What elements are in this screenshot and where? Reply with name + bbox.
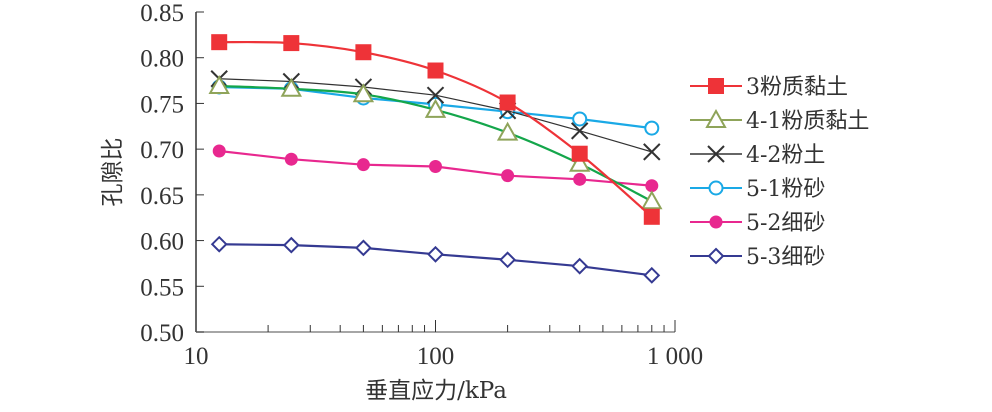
data-point [499, 251, 517, 269]
data-point [708, 78, 724, 94]
legend-label: 5-1粉砂 [746, 177, 825, 202]
data-point [210, 235, 228, 253]
y-tick-label: 0.65 [140, 183, 184, 210]
x-tick-label: 10 [184, 343, 209, 370]
x-stroke [643, 143, 661, 161]
data-point [282, 236, 300, 254]
x-stroke [707, 145, 725, 163]
legend-label: 5-3细砂 [746, 245, 825, 270]
data-point [643, 143, 661, 161]
data-point [280, 77, 303, 97]
data-point [284, 152, 298, 166]
data-point [283, 35, 300, 52]
data-point [501, 169, 515, 183]
data-point [708, 180, 724, 196]
data-point [352, 83, 375, 103]
data-point [644, 120, 660, 136]
data-point [707, 247, 725, 265]
data-point [356, 158, 370, 172]
data-point [355, 44, 372, 61]
data-point [427, 62, 444, 79]
data-point [705, 108, 727, 128]
x-tick-label: 100 [417, 343, 455, 370]
data-point [568, 152, 591, 172]
legend-item: 4-1粉质黏土 [690, 108, 869, 134]
data-point [572, 111, 588, 127]
y-axis-title: 孔隙比 [100, 138, 126, 207]
legend-item: 5-1粉砂 [690, 177, 825, 202]
data-point [427, 245, 444, 263]
data-point [645, 179, 659, 193]
y-tick-label: 0.60 [140, 229, 184, 256]
series-6 [210, 235, 661, 284]
legend-label: 3粉质黏土 [746, 75, 848, 100]
legend-item: 4-2粉土 [690, 143, 825, 168]
y-tick-label: 0.85 [140, 0, 184, 27]
y-tick-label: 0.70 [140, 137, 184, 164]
legend-label: 4-1粉质黏土 [746, 109, 869, 134]
data-point [211, 34, 228, 51]
data-point [354, 239, 372, 257]
data-point [709, 215, 723, 229]
legend: 3粉质黏土 4-1粉质黏土 4-2粉土 5-1粉砂 5-2细砂 5-3细砂 [690, 75, 869, 270]
data-point [208, 75, 230, 95]
data-point [426, 86, 445, 104]
legend-item: 5-3细砂 [690, 245, 825, 270]
x-tick-label: 1 000 [647, 343, 703, 370]
y-tick-label: 0.55 [140, 274, 184, 301]
x-stroke [426, 86, 445, 104]
x-axis-title: 垂直应力/kPa [365, 378, 507, 404]
legend-item: 5-2细砂 [690, 211, 825, 236]
y-tick-label: 0.75 [140, 91, 184, 118]
legend-label: 4-2粉土 [746, 143, 825, 168]
axes: 0.50 0.55 0.60 0.65 0.70 0.75 0.80 0.85 10 100 1 0… [140, 0, 703, 370]
data-point [643, 208, 660, 225]
data-point [424, 98, 447, 118]
series-5 [212, 144, 659, 193]
series-layer [208, 34, 663, 284]
data-point [641, 190, 663, 210]
data-point [429, 160, 442, 174]
data-point [496, 121, 519, 141]
data-point [573, 172, 587, 186]
x-stroke [570, 122, 589, 140]
data-point [643, 266, 661, 284]
data-point [571, 145, 588, 162]
series-2 [208, 75, 663, 210]
y-tick-label: 0.50 [140, 320, 184, 347]
legend-label: 5-2细砂 [746, 211, 825, 236]
data-point [571, 257, 589, 275]
data-point [570, 122, 589, 140]
data-point [212, 144, 226, 158]
y-tick-label: 0.80 [140, 46, 184, 73]
data-point [499, 94, 516, 111]
legend-item: 3粉质黏土 [690, 75, 848, 100]
data-point [707, 145, 725, 163]
series-1 [211, 34, 660, 225]
